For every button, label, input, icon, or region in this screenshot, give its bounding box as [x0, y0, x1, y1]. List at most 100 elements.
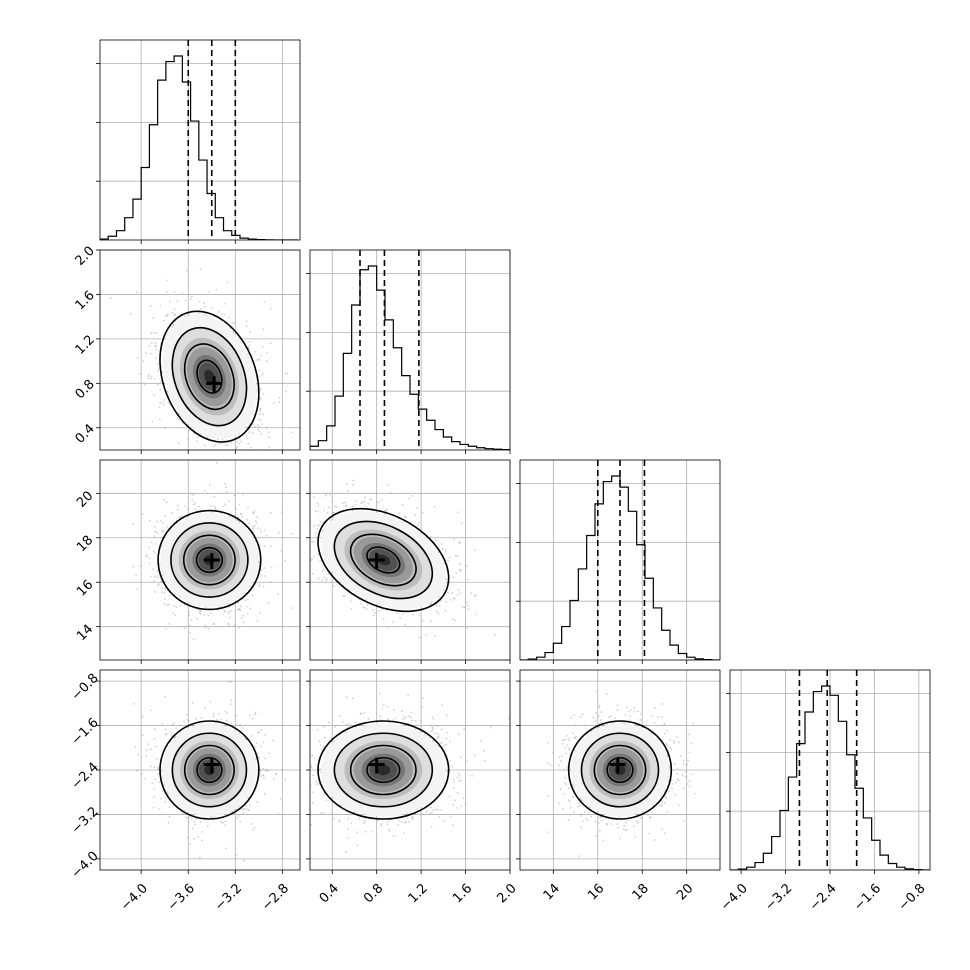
sample-point — [192, 638, 195, 641]
sample-point — [257, 731, 260, 734]
sample-point — [161, 530, 164, 533]
sample-point — [474, 549, 477, 551]
sample-point — [242, 493, 244, 495]
sample-point — [212, 445, 215, 448]
sample-point — [185, 269, 188, 272]
sample-point — [233, 494, 236, 497]
sample-point — [207, 627, 210, 630]
sample-point — [404, 624, 406, 626]
sample-point — [159, 389, 162, 391]
sample-point — [311, 540, 313, 543]
sample-point — [470, 592, 473, 595]
sample-point — [263, 567, 266, 570]
sample-point — [248, 344, 251, 347]
sample-point — [230, 609, 233, 612]
sample-point — [285, 548, 287, 550]
sample-point — [251, 423, 254, 426]
sample-point — [157, 584, 160, 587]
sample-point — [458, 541, 461, 544]
sample-point — [153, 766, 156, 769]
panel-frame — [309, 459, 511, 661]
sample-point — [160, 380, 162, 383]
sample-point — [147, 377, 150, 380]
sample-point — [252, 511, 254, 514]
sample-point — [463, 606, 466, 609]
y-tick-label: 0.8 — [73, 377, 98, 402]
sample-point — [317, 504, 320, 507]
sample-point — [150, 332, 153, 335]
sample-point — [452, 597, 455, 600]
panel-frame — [99, 459, 301, 661]
sample-point — [261, 774, 264, 777]
sample-point — [169, 529, 172, 532]
sample-point — [332, 516, 335, 519]
sample-point — [262, 372, 264, 375]
sample-point — [261, 423, 263, 426]
sample-point — [226, 444, 229, 447]
sample-point — [241, 516, 243, 519]
sample-point — [196, 436, 199, 439]
histogram-panel-2 — [516, 459, 721, 664]
sample-point — [342, 595, 345, 597]
sample-point — [258, 430, 261, 432]
sample-point — [153, 591, 156, 593]
sample-point — [207, 291, 210, 293]
sample-point — [148, 562, 151, 565]
sample-point — [157, 768, 160, 770]
sample-point — [382, 618, 385, 620]
sample-point — [223, 302, 226, 305]
sample-point — [258, 369, 261, 372]
sample-point — [181, 291, 184, 294]
sample-point — [252, 526, 254, 528]
sample-point — [166, 314, 169, 317]
sample-point — [270, 581, 272, 584]
sample-point — [218, 310, 220, 313]
sample-point — [245, 325, 248, 328]
sample-point — [163, 592, 166, 594]
sample-point — [304, 555, 306, 557]
sample-point — [162, 577, 165, 580]
sample-point — [369, 498, 372, 501]
sample-point — [213, 495, 216, 498]
sample-point — [155, 348, 158, 351]
sample-point — [199, 609, 202, 612]
sample-point — [244, 599, 247, 602]
histogram-panel-0 — [96, 39, 301, 244]
sample-point — [440, 600, 442, 603]
sample-point — [390, 492, 393, 494]
sample-point — [280, 550, 283, 553]
sample-point — [148, 546, 150, 549]
sample-point — [246, 808, 249, 811]
sample-point — [284, 778, 287, 781]
sample-point — [207, 614, 210, 617]
sample-point — [135, 574, 138, 577]
sample-point — [233, 624, 236, 627]
sample-point — [260, 531, 262, 533]
sample-point — [434, 635, 437, 638]
sample-point — [165, 290, 168, 293]
sample-point — [410, 495, 413, 497]
sample-point — [260, 354, 262, 357]
sample-point — [194, 508, 197, 511]
sample-point — [258, 757, 261, 760]
sample-point — [159, 402, 162, 404]
sample-point — [457, 511, 459, 514]
sample-point — [326, 511, 329, 514]
sample-point — [196, 440, 198, 443]
sample-point — [200, 308, 203, 310]
sample-point — [153, 579, 155, 582]
sample-point — [212, 623, 215, 625]
sample-point — [155, 530, 157, 533]
sample-point — [147, 375, 150, 378]
sample-point — [203, 444, 206, 447]
sample-point — [165, 733, 168, 736]
sample-point — [259, 528, 262, 531]
sample-point — [187, 438, 189, 440]
sample-point — [384, 509, 386, 512]
sample-point — [257, 527, 260, 529]
sample-point — [285, 390, 288, 393]
sample-point — [327, 506, 330, 509]
sample-point — [259, 775, 262, 778]
sample-point — [249, 714, 251, 717]
sample-point — [152, 331, 155, 334]
